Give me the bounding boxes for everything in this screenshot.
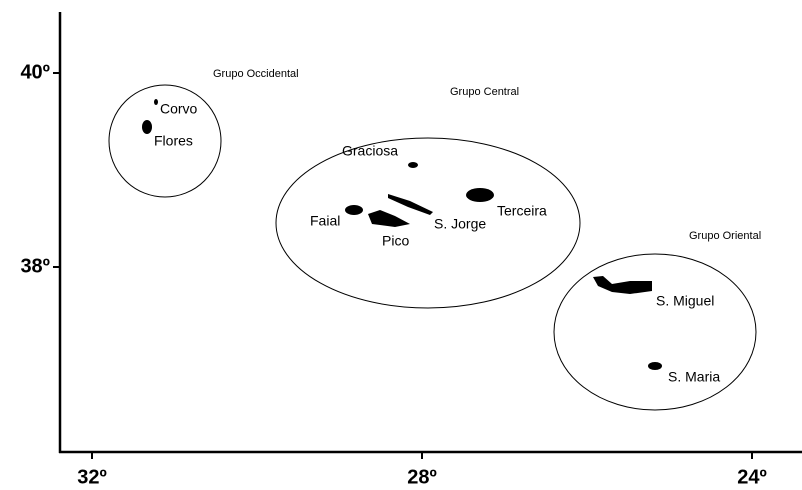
island-label: Pico xyxy=(382,233,409,249)
island-label: S. Jorge xyxy=(434,216,486,232)
island xyxy=(154,99,158,105)
island xyxy=(408,162,418,168)
island xyxy=(388,194,433,215)
y-tick-label: 40º xyxy=(20,61,50,83)
island-label: S. Miguel xyxy=(656,293,714,309)
island xyxy=(466,188,494,202)
island-label: Corvo xyxy=(160,101,198,117)
island-label: S. Maria xyxy=(668,369,720,385)
island xyxy=(593,276,652,294)
group-label: Grupo Central xyxy=(450,86,519,98)
island-label: Terceira xyxy=(497,203,547,219)
island xyxy=(648,362,662,370)
group-outline xyxy=(275,137,581,309)
group-label: Grupo Occidental xyxy=(213,68,299,80)
island-label: Flores xyxy=(154,133,193,149)
group-outline xyxy=(553,253,757,411)
island xyxy=(142,120,152,134)
x-tick-label: 28º xyxy=(407,466,437,488)
island xyxy=(368,210,410,227)
x-tick-label: 24º xyxy=(737,466,767,488)
group-label: Grupo Oriental xyxy=(689,230,761,242)
group-outline xyxy=(108,84,222,198)
island-label: Graciosa xyxy=(342,143,398,159)
y-tick-label: 38º xyxy=(20,255,50,277)
x-tick-label: 32º xyxy=(77,466,107,488)
island-label: Faial xyxy=(310,213,340,229)
island xyxy=(345,205,363,215)
